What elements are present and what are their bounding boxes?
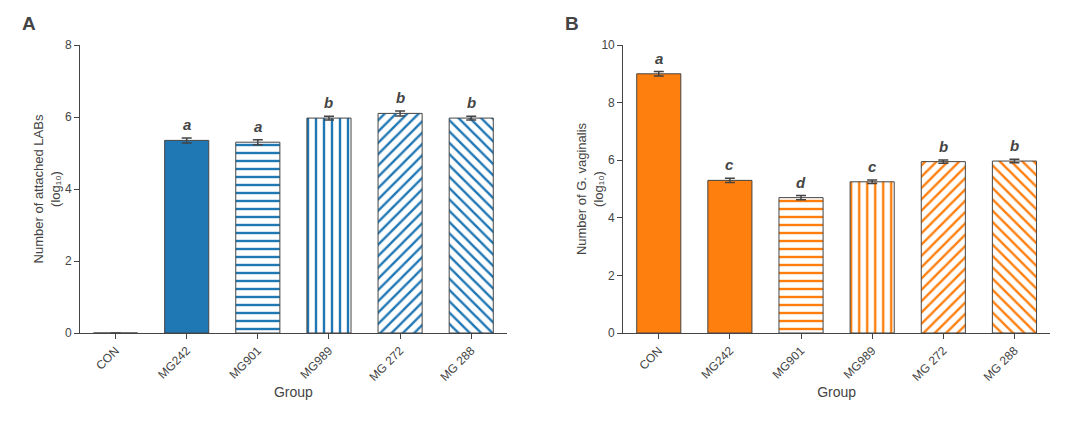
- svg-text:b: b: [939, 138, 948, 155]
- svg-text:6: 6: [65, 110, 72, 124]
- svg-text:a: a: [254, 118, 262, 135]
- svg-text:CON: CON: [636, 344, 665, 373]
- svg-text:Group: Group: [817, 384, 856, 400]
- svg-text:2: 2: [65, 254, 72, 268]
- svg-text:0: 0: [608, 326, 615, 340]
- svg-text:B: B: [565, 13, 579, 34]
- svg-text:4: 4: [608, 211, 615, 225]
- svg-text:MG 288: MG 288: [438, 344, 478, 384]
- svg-text:10: 10: [601, 38, 615, 52]
- svg-text:Group: Group: [274, 384, 313, 400]
- svg-text:MG989: MG989: [841, 344, 879, 382]
- svg-text:Number of attached LABs(log₁₀): Number of attached LABs(log₁₀): [31, 114, 63, 263]
- svg-text:MG 272: MG 272: [366, 344, 406, 384]
- svg-text:a: a: [655, 50, 663, 67]
- svg-text:CON: CON: [93, 344, 122, 373]
- svg-text:6: 6: [608, 153, 615, 167]
- svg-text:b: b: [1010, 137, 1019, 154]
- svg-text:8: 8: [65, 38, 72, 52]
- svg-text:a: a: [183, 116, 191, 133]
- svg-text:MG242: MG242: [155, 344, 193, 382]
- svg-text:Number of G. vaginalis(log₁₀): Number of G. vaginalis(log₁₀): [574, 122, 606, 255]
- svg-text:b: b: [324, 94, 333, 111]
- svg-text:MG901: MG901: [226, 344, 264, 382]
- svg-text:A: A: [22, 13, 36, 34]
- svg-text:c: c: [725, 156, 734, 173]
- svg-text:8: 8: [608, 96, 615, 110]
- svg-text:MG 288: MG 288: [981, 344, 1021, 384]
- svg-text:b: b: [467, 94, 476, 111]
- svg-text:MG 272: MG 272: [910, 344, 950, 384]
- svg-text:b: b: [396, 89, 405, 106]
- svg-text:0: 0: [65, 326, 72, 340]
- svg-text:4: 4: [65, 182, 72, 196]
- svg-text:MG901: MG901: [770, 344, 808, 382]
- svg-text:MG989: MG989: [298, 344, 336, 382]
- svg-text:2: 2: [608, 269, 615, 283]
- svg-text:c: c: [868, 158, 877, 175]
- svg-text:MG242: MG242: [699, 344, 737, 382]
- svg-text:d: d: [796, 174, 806, 191]
